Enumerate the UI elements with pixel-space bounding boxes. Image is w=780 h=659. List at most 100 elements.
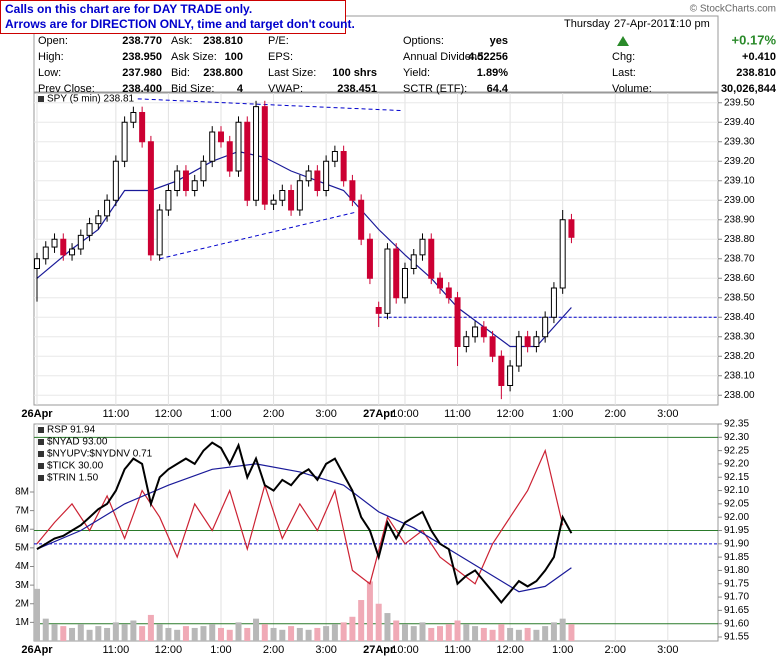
field-value: 64.4 [487,83,509,95]
volume-bar [507,627,514,641]
field-value: 237.980 [122,67,162,79]
y2-tick-label: 8M [15,487,29,498]
field-label: Bid: [171,67,190,79]
field-label: Annual Dividend: [403,51,486,63]
volume-bar [191,627,198,641]
y-tick-label: 91.70 [724,592,749,603]
candle-body [480,326,487,338]
field-value: 238.810 [736,67,776,79]
volume-bar [480,627,487,641]
volume-bar [69,627,76,641]
y2-tick-label: 1M [15,617,29,628]
x-tick-label: 12:00 [155,644,183,656]
series-line [36,441,573,604]
date-time: 1:10 pm [670,18,710,30]
volume-bar [410,626,417,641]
candle-body [568,219,575,238]
candle-body [244,121,251,201]
field-label: Volume: [612,83,652,95]
volume-bar [524,627,531,641]
field-label: Open: [38,35,68,47]
x-tick-label: 3:00 [315,644,336,656]
x-tick-label: 11:00 [102,408,129,420]
y-tick-label: 238.30 [724,331,755,342]
y-tick-label: 92.05 [724,499,749,510]
y2-tick-label: 7M [15,505,29,516]
volume-bar [489,629,496,641]
candle-body [349,180,356,201]
candle-body [410,254,417,270]
volume-bar [174,629,181,641]
legend-entry: RSP 91.94 [47,425,96,436]
candle-body [139,112,146,143]
y-tick-label: 238.00 [724,390,755,401]
legend-icon [38,463,44,469]
candle-body [261,106,268,205]
x-tick-label: 1:00 [210,644,231,656]
candle-body [174,170,181,191]
y-tick-label: 92.30 [724,432,749,443]
volume-bar [515,629,522,641]
candle-body [489,336,496,357]
volume-bar [288,626,295,641]
volume-bar [384,613,391,641]
y-tick-label: 238.60 [724,273,755,284]
field-value: +0.410 [742,51,776,63]
candle-body [191,180,198,191]
volume-bar [95,626,102,641]
volume-bar [340,622,347,641]
volume-bar [393,620,400,641]
volume-bar [375,603,382,641]
y2-tick-label: 3M [15,580,29,591]
candle-body [288,190,295,211]
candle-body [314,170,321,191]
field-label: Low: [38,67,61,79]
volume-bar [139,626,146,641]
candle-body [226,141,233,172]
y-tick-label: 91.60 [724,618,749,629]
volume-bar [568,624,575,641]
legend-icon [38,475,44,481]
candle-body [445,287,452,299]
legend-entry: $NYUPV:$NYDNV 0.71 [47,449,153,460]
volume-bar [472,626,479,641]
candle-body [112,160,119,201]
trendline [159,211,357,260]
field-label: VWAP: [268,83,303,95]
field-value: 100 [225,51,243,63]
candle-body [401,268,408,299]
candle-body [524,336,531,347]
candle-body [121,121,128,162]
field-value: 238.950 [122,51,162,63]
y-tick-label: 92.35 [724,419,749,430]
legend-entry: $NYAD 93.00 [47,437,108,448]
candle-body [200,160,207,182]
volume-bar [60,626,67,641]
candle-body [253,106,260,201]
watermark: © StockCharts.com [690,4,776,15]
candle-body [270,199,277,205]
candle-body [209,131,216,162]
x-tick-label: 12:00 [496,644,524,656]
y-tick-label: 91.85 [724,552,749,563]
volume-bar [156,624,163,641]
plot [34,424,718,641]
date-day: 27-Apr-2017 [614,18,675,30]
field-value: 238.770 [122,35,162,47]
y-tick-label: 238.90 [724,214,755,225]
change-percent: +0.17% [732,32,777,47]
candle-body [323,160,330,191]
x-tick-label: 3:00 [657,408,678,420]
y-tick-label: 91.55 [724,632,749,643]
candle-body [331,151,338,162]
volume-bar [165,627,172,641]
field-value: yes [490,35,508,47]
candle-body [533,336,540,347]
candle-body [507,365,514,386]
candle-body [51,238,58,248]
y-tick-label: 239.50 [724,97,755,108]
legend-entry: $TICK 30.00 [47,461,104,472]
candle-body [384,248,391,314]
x-tick-label: 26Apr [21,408,53,420]
